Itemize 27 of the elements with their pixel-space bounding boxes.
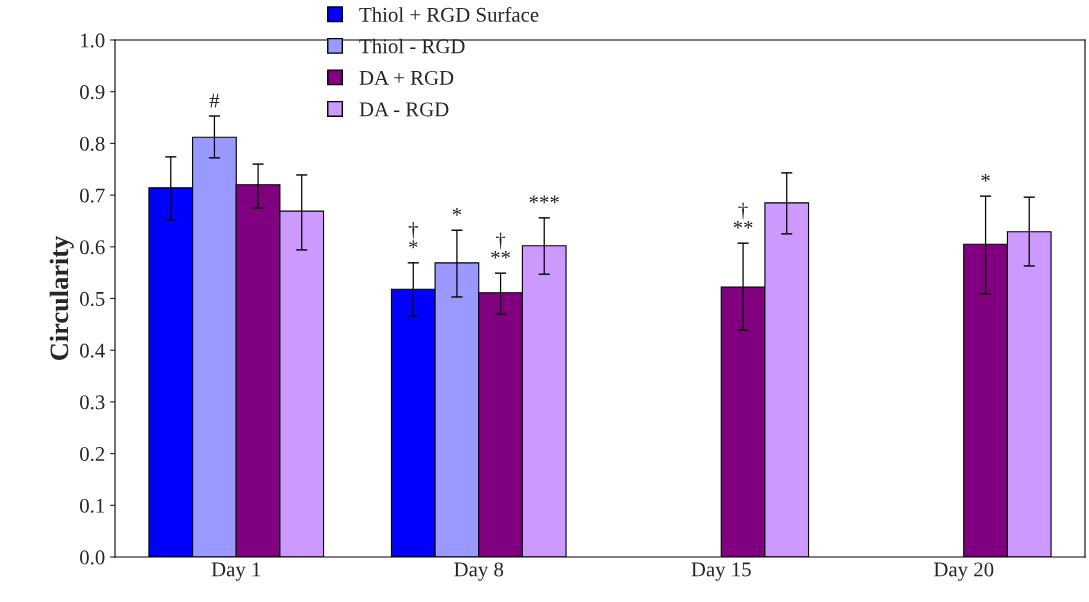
- annotation: † *: [408, 222, 418, 249]
- y-tick-label: 1.0: [81, 33, 105, 48]
- y-tick-label: 0.4: [80, 343, 105, 358]
- y-tick-label: 0.6: [80, 240, 105, 255]
- annotation: † **: [491, 232, 510, 259]
- y-tick-label: 0.5: [80, 291, 105, 307]
- y-tick-label: 0.8: [80, 136, 105, 151]
- x-tick-label: Day 15: [691, 562, 751, 581]
- y-tick-label: 0.2: [80, 446, 105, 462]
- legend-label: Thiol + RGD Surface: [359, 6, 539, 22]
- x-tick-label: Day 8: [454, 562, 504, 581]
- x-tick-label: Day 1: [211, 562, 261, 581]
- x-tick-label: Day 20: [933, 562, 994, 581]
- legend-label: DA + RGD: [359, 70, 454, 85]
- legend-label: Thiol - RGD: [359, 38, 465, 54]
- annotation: #: [209, 93, 220, 108]
- annotation: *: [452, 208, 462, 216]
- annotation: ***: [529, 195, 559, 204]
- annotation: *: [981, 173, 990, 182]
- annotation: † **: [733, 202, 753, 229]
- y-axis-title: Circularity: [49, 235, 74, 360]
- y-tick-label: 0.0: [80, 550, 105, 565]
- y-tick-label: 0.7: [80, 188, 105, 203]
- y-tick-label: 0.1: [80, 498, 105, 513]
- y-tick-label: 0.3: [80, 395, 105, 410]
- y-tick-label: 0.9: [80, 85, 105, 100]
- legend-label: DA - RGD: [359, 102, 449, 117]
